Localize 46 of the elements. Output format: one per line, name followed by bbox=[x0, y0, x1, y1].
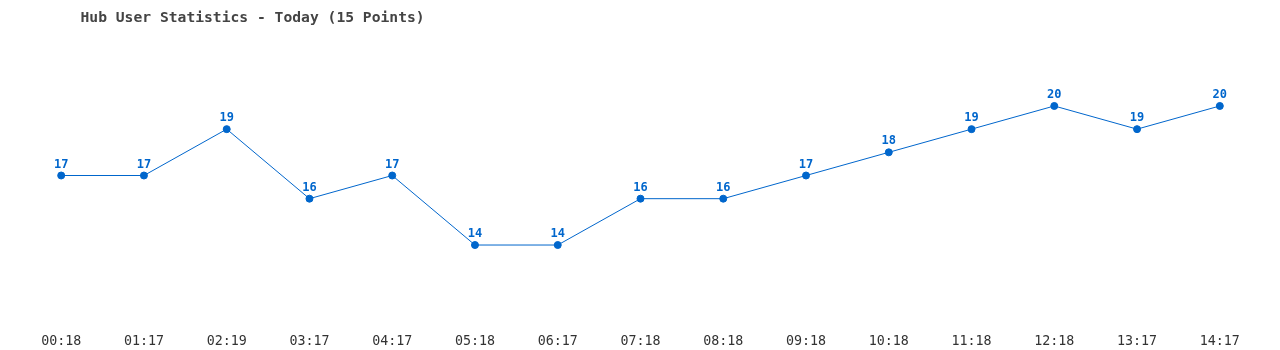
x-tick-label: 05:18 bbox=[454, 332, 496, 348]
point bbox=[222, 125, 231, 134]
data-label: 20 bbox=[1047, 86, 1062, 101]
x-tick-label: 00:18 bbox=[41, 332, 82, 348]
point bbox=[636, 194, 645, 203]
data-label: 14 bbox=[550, 226, 565, 241]
x-tick-label: 03:17 bbox=[289, 332, 330, 348]
point bbox=[802, 171, 811, 180]
point bbox=[1050, 101, 1059, 110]
x-tick-label: 11:18 bbox=[951, 332, 992, 348]
data-label: 17 bbox=[385, 156, 400, 171]
point bbox=[57, 171, 66, 180]
x-tick-label: 02:19 bbox=[206, 332, 247, 348]
point bbox=[967, 125, 976, 134]
data-label: 14 bbox=[467, 226, 483, 241]
x-tick-label: 04:17 bbox=[372, 332, 413, 348]
point bbox=[139, 171, 148, 180]
data-label: 16 bbox=[633, 179, 648, 194]
x-tick-label: 13:17 bbox=[1116, 332, 1158, 348]
x-tick-label: 10:18 bbox=[868, 332, 909, 348]
data-label: 19 bbox=[964, 110, 979, 125]
data-label: 17 bbox=[136, 156, 152, 171]
point bbox=[1215, 101, 1224, 110]
data-label: 16 bbox=[716, 179, 731, 194]
x-tick-label: 06:17 bbox=[537, 332, 578, 348]
point bbox=[1133, 125, 1142, 134]
data-label: 19 bbox=[1129, 110, 1145, 125]
data-label: 16 bbox=[302, 179, 317, 194]
point bbox=[884, 148, 893, 157]
x-tick-label: 09:18 bbox=[785, 332, 827, 348]
x-tick-label: 12:18 bbox=[1034, 332, 1075, 348]
x-tick-label: 08:18 bbox=[703, 332, 744, 348]
point bbox=[470, 241, 479, 250]
x-tick-label: 14:17 bbox=[1199, 332, 1240, 348]
x-tick-label: 07:18 bbox=[620, 332, 661, 348]
data-label: 17 bbox=[798, 156, 814, 171]
data-label: 19 bbox=[219, 110, 234, 125]
point bbox=[553, 241, 562, 250]
data-label: 18 bbox=[881, 133, 896, 148]
chart-title: Hub User Statistics - Today (15 Points) bbox=[80, 7, 425, 25]
data-label: 20 bbox=[1212, 86, 1228, 101]
point bbox=[719, 194, 728, 203]
data-label: 17 bbox=[53, 156, 69, 171]
x-tick-label: 01:17 bbox=[123, 332, 165, 348]
point bbox=[305, 194, 314, 203]
point bbox=[388, 171, 397, 180]
